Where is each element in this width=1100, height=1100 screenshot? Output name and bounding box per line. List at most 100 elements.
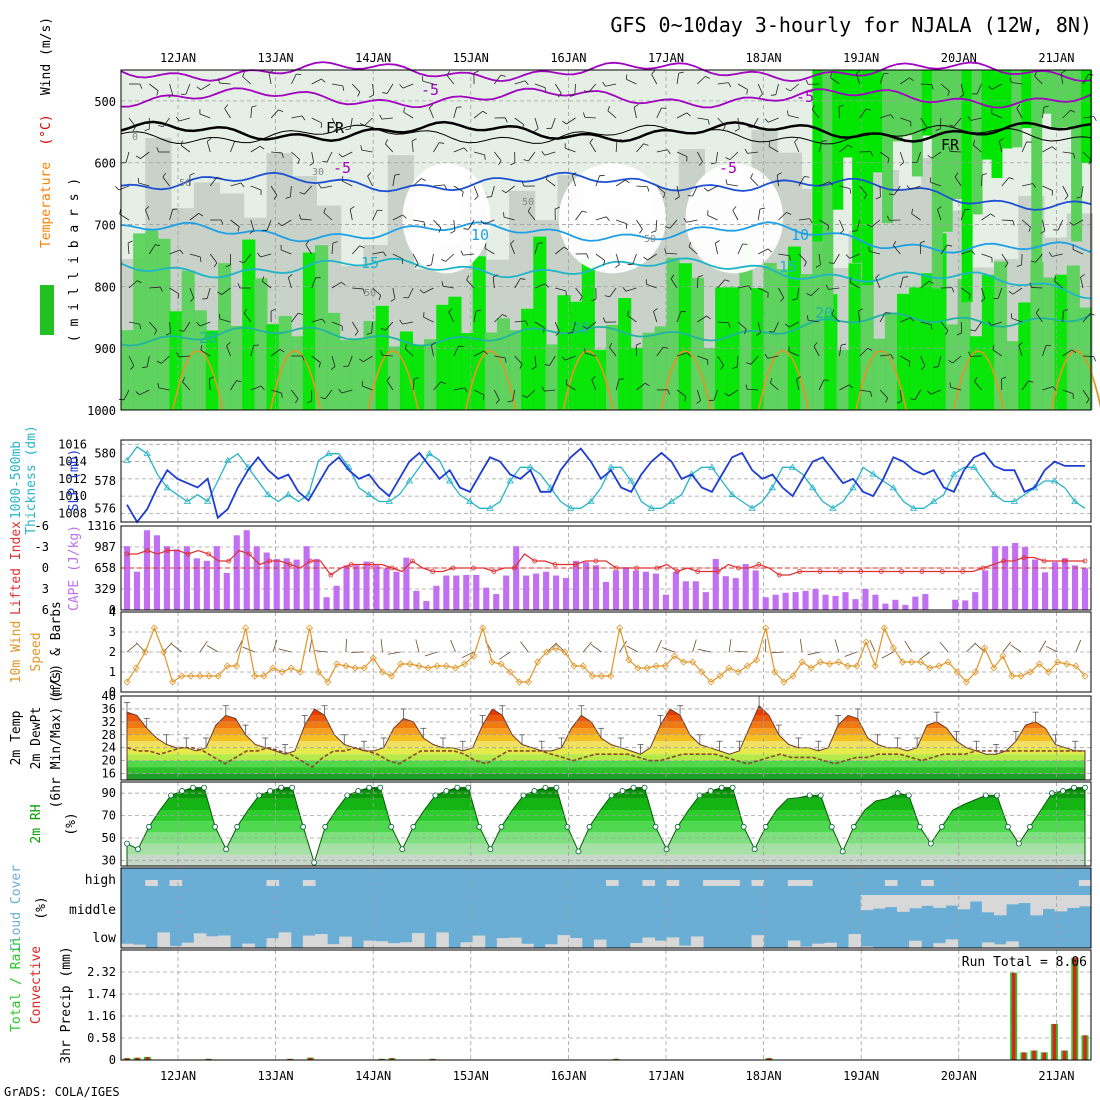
wind-barb: [744, 329, 747, 335]
temperature-contour: [1050, 350, 1100, 411]
lifted-index-point: [348, 562, 354, 567]
wind-barb: [1004, 262, 1009, 268]
wind-barb: [811, 104, 816, 110]
wind-barb: [724, 392, 729, 397]
precip-convective-bar: [767, 1058, 771, 1060]
cloud-level-label: low: [93, 931, 117, 946]
cloud-low-gray: [436, 932, 449, 948]
wind-barb: [567, 332, 573, 334]
wind-barb: [953, 117, 962, 127]
rh-shade-green: [911, 70, 923, 177]
wind-barb: [684, 396, 687, 402]
wind-barb: [1021, 219, 1031, 228]
rh-shade-green: [812, 70, 824, 242]
wind-barb: [200, 83, 211, 91]
wind-barb: [243, 308, 248, 314]
wind-barb: [514, 320, 526, 323]
wind-barb: [332, 241, 338, 244]
wind-speed-point: [488, 658, 496, 666]
thickness-point: [930, 497, 938, 504]
wind-barb: [849, 282, 860, 289]
wind-speed-point: [442, 662, 450, 670]
rh-shade-green: [961, 70, 973, 303]
wind-barb: [162, 176, 170, 187]
wind-barb: [299, 192, 305, 195]
wind-barb: [257, 252, 261, 258]
wind-barb: [272, 639, 278, 653]
wind-barb: [972, 144, 982, 153]
wind-barb: [940, 321, 949, 331]
wind-barb: [849, 253, 860, 259]
wind-barb: [132, 126, 136, 132]
wind-barb: [189, 213, 199, 221]
cloud-mid-gray: [884, 895, 898, 908]
wind-barb: [522, 394, 528, 398]
wind-barb: [412, 178, 422, 187]
wind-barb: [581, 210, 587, 213]
wind-barb: [706, 315, 711, 320]
cape-bar: [183, 546, 190, 610]
wind-barb: [590, 644, 602, 653]
wind-barb: [460, 250, 464, 256]
wind-barb: [849, 277, 852, 283]
wind-barb: [270, 389, 282, 394]
wind-barb: [717, 355, 724, 366]
wind-barb: [796, 376, 801, 380]
wind-barb: [414, 263, 419, 268]
wind-barb: [678, 71, 684, 74]
wind-barb: [732, 206, 737, 211]
wind-barb: [714, 243, 719, 255]
precip-convective-bar: [145, 1056, 150, 1060]
wind-barb: [697, 117, 709, 121]
wind-barb: [1057, 219, 1064, 231]
wind-speed-point: [524, 678, 533, 686]
wind-barb: [900, 117, 911, 122]
wind-barb: [692, 185, 698, 197]
wind-barb: [844, 651, 858, 657]
rh-shade-green: [351, 339, 365, 410]
wind-barb: [473, 110, 483, 119]
wind-barb: [1062, 151, 1074, 154]
wind-barb: [666, 252, 678, 255]
wind-barb: [342, 151, 353, 158]
wind-barb: [752, 117, 759, 128]
rh-band: [127, 843, 1085, 855]
wind-barb: [737, 285, 749, 289]
wind-barb: [1080, 277, 1084, 289]
wind-barb: [737, 243, 743, 255]
wind-barb: [899, 162, 904, 166]
cloud-high-gray: [266, 880, 280, 886]
wind-barb: [651, 70, 656, 75]
wind-barb: [859, 185, 867, 195]
wind-barb: [290, 185, 292, 197]
wind-barb: [565, 147, 576, 153]
cloud-low-gray: [630, 943, 643, 948]
wind-barb: [615, 379, 620, 391]
wind-speed-point: [643, 664, 651, 672]
wind-barb: [300, 218, 312, 221]
wind-barb: [758, 287, 769, 294]
wind-barb: [1082, 74, 1089, 85]
rh-point: [982, 792, 989, 799]
wind-barb: [1042, 185, 1053, 191]
cloud-high-gray: [884, 880, 898, 886]
rh-shade-green: [339, 340, 353, 410]
wind-barb: [698, 648, 712, 653]
wind-barb: [586, 253, 589, 259]
wind-barb: [910, 317, 915, 322]
cape-bar: [592, 565, 600, 610]
top-date-axis: 12JAN 13JAN 14JAN 15JAN 16JAN 17JAN 18JAN 19JAN…: [160, 51, 1075, 65]
wind-barb: [591, 298, 597, 302]
rh-point: [366, 784, 373, 791]
thickness-point: [667, 497, 676, 504]
wind-speed-point: [433, 662, 441, 670]
wind-barb: [717, 321, 729, 324]
cloud-high-gray: [666, 880, 680, 886]
wind-speed-point: [141, 648, 149, 656]
contour-label: 10: [791, 226, 809, 244]
cloud-low-gray: [157, 932, 170, 948]
wind-barb: [653, 308, 658, 312]
wind-barb: [484, 154, 486, 160]
